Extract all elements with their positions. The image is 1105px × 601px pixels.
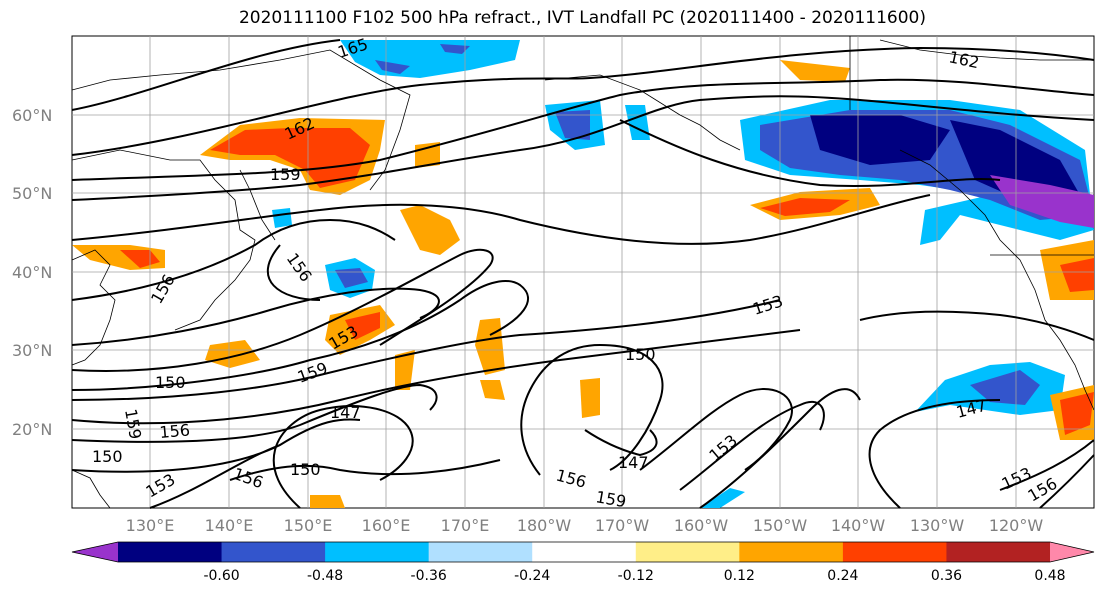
- colorbar-tick-label: 0.12: [724, 568, 755, 584]
- colorbar-tick-label: 0.48: [1034, 568, 1065, 584]
- contour-label: 150: [625, 345, 656, 364]
- lon-label: 150°W: [753, 516, 808, 535]
- graticule: [72, 36, 1094, 508]
- colorbar-extend-min: [72, 542, 118, 562]
- colorbar-segment: [428, 542, 533, 562]
- lon-label: 170°E: [441, 516, 490, 535]
- lon-label: 140°E: [205, 516, 254, 535]
- map-panel: 165 162 162 159 159 156 156 156 153 153 …: [71, 34, 1095, 511]
- colorbar-tick-label: -0.36: [411, 568, 447, 584]
- lon-label: 130°E: [126, 516, 175, 535]
- contours: [71, 39, 1095, 509]
- map-title: 2020111100 F102 500 hPa refract., IVT La…: [238, 8, 926, 28]
- lon-label: 120°W: [989, 516, 1044, 535]
- lat-label: 20°N: [12, 420, 52, 439]
- colorbar-segment: [118, 542, 223, 562]
- colorbar-tick-label: 0.24: [827, 568, 858, 584]
- lon-label: 140°W: [831, 516, 886, 535]
- longitude-labels: 130°E 140°E 150°E 160°E 170°E 180°W 170°…: [126, 516, 1044, 535]
- colorbar-tick-label: -0.12: [618, 568, 654, 584]
- contour-label: 150: [290, 460, 321, 479]
- colorbar-tick-label: 0.36: [931, 568, 962, 584]
- lat-label: 40°N: [12, 263, 52, 282]
- colorbar-tick-label: -0.24: [514, 568, 550, 584]
- lon-label: 160°W: [674, 516, 729, 535]
- contour-label: 147: [618, 453, 649, 472]
- contour-label: 159: [270, 165, 301, 184]
- colorbar-segment: [739, 542, 844, 562]
- contour-label: 147: [330, 403, 361, 422]
- lon-label: 130°W: [910, 516, 965, 535]
- lat-label: 50°N: [12, 184, 52, 203]
- contour-labels: 165 162 162 159 159 156 156 156 153 153 …: [92, 34, 1060, 511]
- contour-label: 150: [155, 373, 186, 392]
- colorbar-segment: [842, 542, 947, 562]
- colorbar-segment: [635, 542, 740, 562]
- shading: [72, 40, 1094, 508]
- lon-label: 180°W: [517, 516, 572, 535]
- colorbar-extend-max: [1050, 542, 1094, 562]
- latitude-labels: 60°N 50°N 40°N 30°N 20°N: [12, 106, 52, 439]
- lon-label: 170°W: [595, 516, 650, 535]
- colorbar-segment: [946, 542, 1051, 562]
- lon-label: 160°E: [362, 516, 411, 535]
- colorbar-outline: [71, 541, 1095, 563]
- colorbar-tick-label: -0.60: [203, 568, 239, 584]
- colorbar: -0.60 -0.48 -0.36 -0.24 -0.12 0.12 0.24 0.36 0.4…: [71, 541, 1095, 584]
- colorbar-segment: [221, 542, 326, 562]
- colorbar-tick-label: -0.48: [307, 568, 343, 584]
- colorbar-segment: [325, 542, 430, 562]
- contour-label: 156: [159, 420, 191, 442]
- contour-label: 150: [92, 447, 123, 466]
- lat-label: 60°N: [12, 106, 52, 125]
- lat-label: 30°N: [12, 341, 52, 360]
- lon-label: 150°E: [284, 516, 333, 535]
- colorbar-segment: [532, 542, 637, 562]
